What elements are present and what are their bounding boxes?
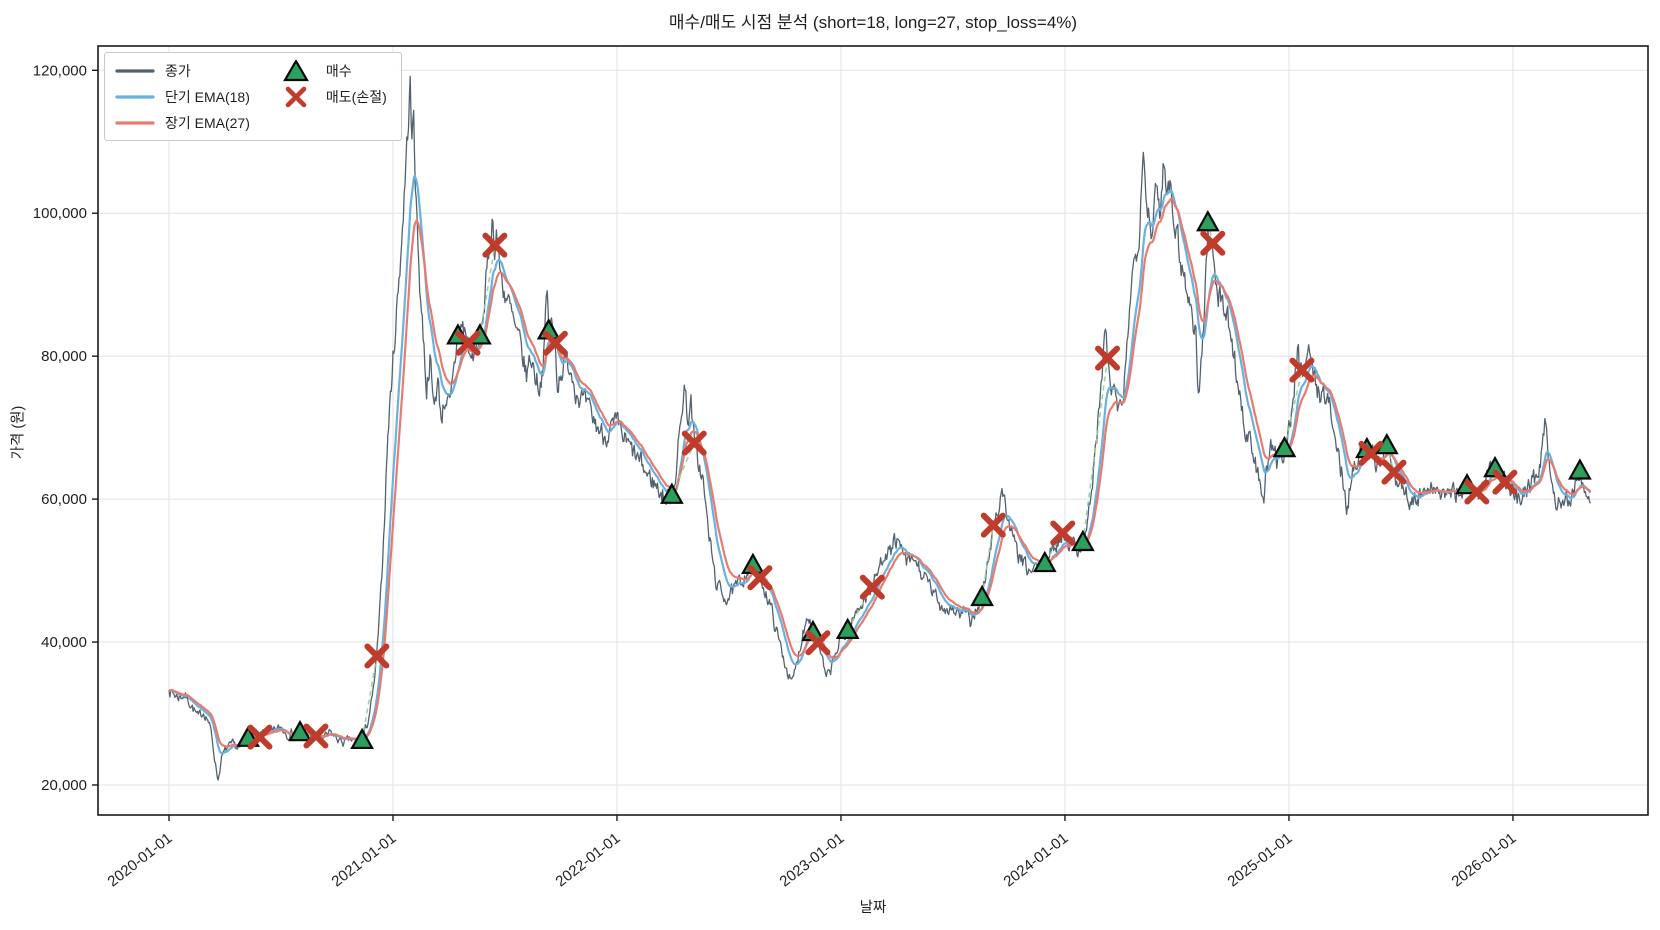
legend-lines-column: 종가 단기 EMA(18) 장기 EMA(27) — [115, 60, 250, 133]
x-tick-label: 2022-01-01 — [553, 830, 624, 891]
y-tick-label: 60,000 — [41, 491, 87, 508]
short-ema-line-sample — [115, 86, 155, 108]
legend-item-short-ema: 단기 EMA(18) — [115, 86, 250, 107]
sell-x-icon — [276, 86, 316, 108]
y-tick-label: 40,000 — [41, 634, 87, 651]
buy-marker — [1032, 550, 1057, 573]
sell-marker — [747, 565, 773, 591]
sell-marker — [805, 630, 831, 656]
x-tick-label: 2023-01-01 — [776, 830, 847, 891]
sell-marker — [1464, 479, 1490, 505]
sell-marker — [1289, 357, 1315, 383]
buy-marker — [970, 584, 994, 607]
legend-label-close: 종가 — [165, 62, 191, 79]
buy-marker — [1195, 209, 1220, 232]
legend-label-sell: 매도(손절) — [325, 88, 387, 105]
buy-marker — [350, 727, 374, 750]
buy-marker — [835, 617, 860, 639]
y-tick-label: 20,000 — [41, 777, 87, 794]
sell-marker — [364, 643, 390, 669]
sell-marker — [1050, 520, 1076, 546]
legend: 종가 단기 EMA(18) 장기 EMA(27) 매수 매도(손절) — [104, 52, 402, 141]
buy-marker — [1568, 458, 1592, 480]
legend-label-buy: 매수 — [325, 62, 352, 79]
buy-triangle-icon — [276, 59, 316, 82]
sell-marker — [247, 724, 273, 750]
sell-marker — [542, 330, 568, 356]
sell-marker — [482, 232, 508, 258]
x-tick-label: 2024-01-01 — [1000, 830, 1071, 891]
long-ema-line-sample — [115, 112, 155, 134]
sell-marker — [859, 574, 885, 600]
legend-item-close: 종가 — [115, 60, 250, 81]
x-tick-label: 2021-01-01 — [329, 830, 400, 891]
legend-item-sell: 매도(손절) — [276, 86, 387, 107]
x-tick-label: 2026-01-01 — [1448, 830, 1519, 891]
buy-marker — [1071, 529, 1095, 552]
x-axis-label: 날짜 — [859, 900, 887, 916]
x-tick-label: 2025-01-01 — [1224, 830, 1295, 891]
sell-marker — [1381, 459, 1407, 485]
legend-item-long-ema: 장기 EMA(27) — [115, 112, 250, 133]
legend-item-buy: 매수 — [276, 59, 387, 82]
y-tick-label: 80,000 — [41, 348, 87, 365]
sell-marker — [1095, 345, 1121, 371]
sell-marker — [1492, 469, 1518, 495]
chart-title: 매수/매도 시점 분석 (short=18, long=27, stop_los… — [668, 13, 1078, 32]
close-line-sample — [115, 60, 155, 82]
y-axis-label: 가격 (원) — [10, 405, 27, 460]
legend-label-long-ema: 장기 EMA(27) — [165, 114, 250, 131]
legend-label-short-ema: 단기 EMA(18) — [165, 88, 250, 105]
sell-marker — [1200, 230, 1226, 256]
sell-marker — [681, 430, 707, 456]
buy-marker — [659, 482, 684, 504]
sell-marker — [1358, 440, 1384, 466]
sell-marker — [303, 723, 329, 749]
buy-marker — [288, 719, 312, 742]
legend-markers-column: 매수 매도(손절) — [276, 59, 387, 133]
y-tick-label: 120,000 — [33, 62, 87, 79]
x-tick-label: 2020-01-01 — [105, 830, 176, 891]
y-tick-label: 100,000 — [33, 205, 87, 222]
sell-marker — [980, 512, 1006, 538]
buy-marker — [1272, 435, 1297, 458]
sell-marker — [455, 330, 481, 356]
